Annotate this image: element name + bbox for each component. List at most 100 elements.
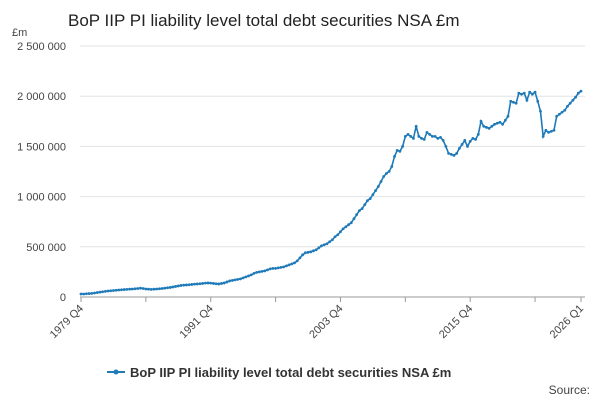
y-axis-label: £m	[12, 27, 27, 39]
point	[576, 91, 580, 95]
point	[393, 155, 396, 158]
point	[368, 197, 372, 201]
point	[301, 253, 305, 257]
point	[168, 286, 172, 289]
point	[330, 238, 334, 242]
legend-label: BoP IIP PI liability level total debt se…	[130, 365, 451, 380]
point	[571, 98, 575, 102]
source: Source:	[549, 383, 590, 397]
point	[385, 172, 388, 175]
point	[109, 289, 113, 293]
point	[395, 149, 399, 152]
y-tick-label: 0	[60, 292, 66, 304]
point	[98, 290, 102, 294]
point	[117, 288, 121, 292]
point	[257, 270, 261, 274]
point	[501, 122, 505, 126]
point	[255, 271, 259, 274]
point	[466, 145, 469, 148]
point	[422, 137, 426, 141]
point	[547, 130, 550, 134]
point	[317, 246, 321, 250]
point	[130, 287, 134, 291]
point	[366, 199, 369, 203]
point	[122, 288, 126, 291]
point	[352, 217, 356, 221]
point	[228, 279, 232, 283]
point	[474, 137, 477, 141]
point	[298, 256, 302, 260]
point	[198, 282, 202, 286]
point	[528, 90, 532, 94]
point	[441, 138, 445, 142]
point	[95, 291, 99, 294]
point	[349, 221, 353, 225]
point	[566, 104, 569, 108]
point	[152, 287, 156, 291]
point	[133, 287, 137, 291]
point	[241, 276, 245, 280]
point	[533, 90, 537, 94]
point	[552, 128, 556, 132]
point	[417, 134, 421, 138]
point	[376, 185, 380, 188]
point	[160, 287, 164, 290]
point	[320, 244, 323, 248]
point	[382, 175, 386, 178]
point	[176, 284, 180, 288]
x-tick-label: 1991 Q4	[178, 303, 216, 341]
point	[112, 289, 115, 292]
point	[309, 250, 313, 254]
point	[444, 145, 448, 148]
point	[374, 189, 377, 192]
point	[206, 281, 210, 285]
point	[379, 180, 383, 183]
point	[490, 124, 494, 128]
point	[247, 274, 250, 278]
point	[371, 193, 375, 196]
y-tick-label: 1 000 000	[17, 192, 66, 204]
point	[155, 287, 159, 291]
point	[555, 114, 559, 118]
point	[287, 263, 291, 267]
x-tick-label: 1979 Q4	[48, 303, 86, 341]
point	[457, 147, 461, 150]
point	[403, 134, 407, 138]
point	[193, 282, 196, 286]
point	[476, 132, 480, 136]
point	[517, 91, 521, 95]
point	[322, 243, 326, 247]
point	[541, 134, 545, 138]
point	[536, 99, 540, 103]
point	[406, 132, 410, 136]
point	[274, 266, 277, 270]
point	[147, 287, 150, 291]
point	[285, 264, 288, 268]
point	[190, 283, 194, 286]
point	[387, 170, 391, 173]
point	[239, 277, 242, 281]
point	[249, 273, 253, 277]
point	[266, 268, 269, 272]
point	[157, 287, 161, 291]
y-tick-label: 500 000	[26, 242, 66, 254]
point	[312, 249, 315, 253]
point	[479, 119, 483, 123]
point	[336, 233, 340, 237]
point	[430, 134, 434, 138]
x-tick-label: 2015 Q4	[437, 303, 475, 341]
point	[85, 292, 88, 296]
point	[293, 261, 296, 265]
point	[471, 136, 475, 140]
point	[120, 288, 123, 292]
point	[341, 227, 345, 231]
point	[163, 286, 167, 290]
point	[493, 122, 496, 126]
point	[303, 251, 307, 255]
point	[314, 248, 318, 252]
point	[487, 126, 491, 130]
point	[268, 267, 272, 271]
point	[482, 124, 486, 128]
point	[87, 292, 91, 295]
